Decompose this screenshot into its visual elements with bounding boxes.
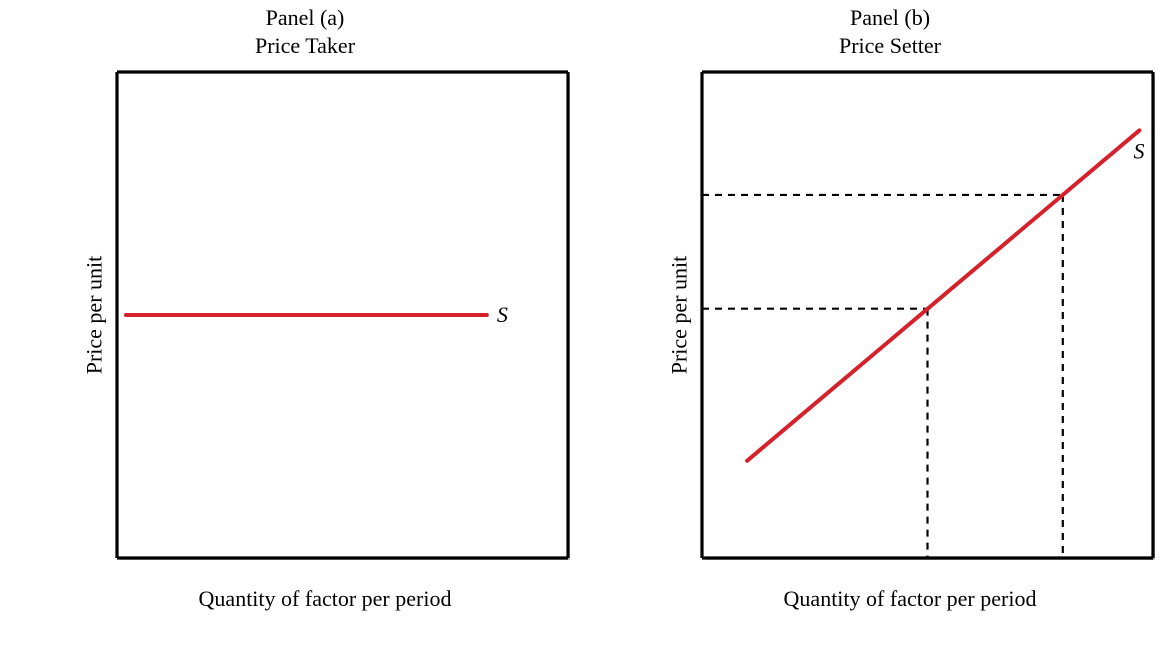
label-S-b: S bbox=[1133, 138, 1144, 163]
panel-a-title-2: Price Taker bbox=[25, 32, 585, 60]
panel-a-plot: Price per unit PS Quantity of factor per… bbox=[80, 70, 570, 612]
panel-a-title-1: Panel (a) bbox=[25, 4, 585, 32]
panel-a-svg: PS bbox=[115, 70, 570, 560]
panel-b-plot: Price per unit P1P2Q1Q2S Quantity of fac… bbox=[665, 70, 1155, 612]
panel-a: Panel (a) Price Taker Price per unit PS … bbox=[25, 0, 585, 662]
panel-b-titles: Panel (b) Price Setter bbox=[610, 0, 1170, 70]
panel-b: Panel (b) Price Setter Price per unit P1… bbox=[610, 0, 1170, 662]
panel-b-title-1: Panel (b) bbox=[610, 4, 1170, 32]
panel-b-xlabel: Quantity of factor per period bbox=[665, 582, 1155, 612]
panel-a-ylabel: Price per unit bbox=[80, 70, 108, 560]
panel-b-svg: P1P2Q1Q2S bbox=[700, 70, 1155, 560]
label-S-a: S bbox=[497, 302, 508, 327]
panel-a-xlabel: Quantity of factor per period bbox=[80, 582, 570, 612]
panel-b-title-2: Price Setter bbox=[610, 32, 1170, 60]
panel-b-ylabel: Price per unit bbox=[665, 70, 693, 560]
panel-a-titles: Panel (a) Price Taker bbox=[25, 0, 585, 70]
